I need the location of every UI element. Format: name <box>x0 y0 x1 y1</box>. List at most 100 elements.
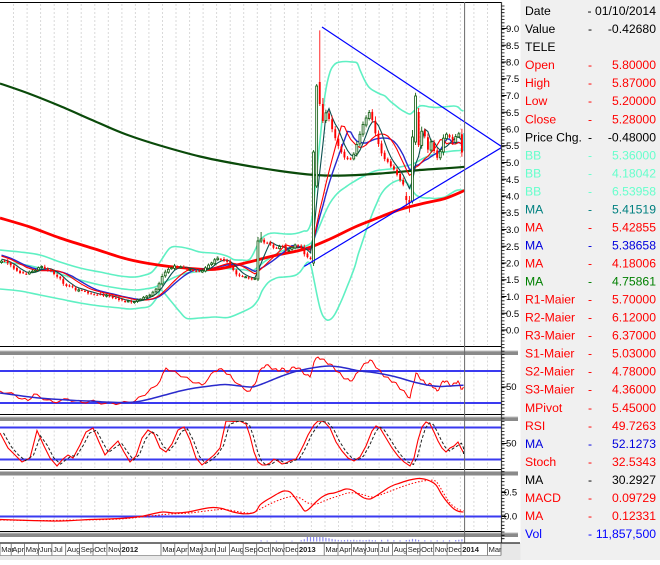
svg-text:2012: 2012 <box>122 545 139 554</box>
svg-text:-: - <box>588 455 592 469</box>
svg-text:Aug: Aug <box>67 545 80 554</box>
svg-text:Sep: Sep <box>244 545 257 554</box>
svg-text:3.0: 3.0 <box>506 225 519 236</box>
svg-text:Jun: Jun <box>203 545 215 554</box>
svg-text:-: - <box>588 311 592 325</box>
svg-text:-: - <box>588 473 592 487</box>
svg-text:-: - <box>588 184 592 198</box>
svg-text:-: - <box>588 112 592 126</box>
svg-text:4.18042: 4.18042 <box>612 166 656 180</box>
svg-text:5.28000: 5.28000 <box>612 112 656 126</box>
svg-text:MA: MA <box>525 221 544 235</box>
svg-text:-: - <box>588 202 592 216</box>
svg-text:Aug: Aug <box>231 545 244 554</box>
svg-text:4.78000: 4.78000 <box>612 365 656 379</box>
svg-text:-: - <box>588 94 592 108</box>
svg-text:-: - <box>588 239 592 253</box>
svg-text:4.5: 4.5 <box>506 175 519 186</box>
svg-text:High: High <box>525 76 550 90</box>
svg-text:Mar: Mar <box>162 545 175 554</box>
svg-text:MA: MA <box>525 437 544 451</box>
svg-text:6.12000: 6.12000 <box>612 311 656 325</box>
svg-text:5.70000: 5.70000 <box>612 293 656 307</box>
svg-text:Dec: Dec <box>448 545 462 554</box>
svg-text:3.5: 3.5 <box>506 208 519 219</box>
svg-text:R2-Maier: R2-Maier <box>525 311 575 325</box>
svg-text:May: May <box>26 545 40 554</box>
svg-text:Apr: Apr <box>12 545 24 554</box>
svg-text:7.5: 7.5 <box>506 74 519 85</box>
svg-text:S1-Maier: S1-Maier <box>525 347 574 361</box>
svg-text:-: - <box>588 275 592 289</box>
svg-text:Value: Value <box>525 22 555 36</box>
svg-text:30.2927: 30.2927 <box>612 473 656 487</box>
svg-text:-: - <box>588 491 592 505</box>
svg-text:1.5: 1.5 <box>506 275 519 286</box>
svg-text:1.0: 1.0 <box>506 292 519 303</box>
svg-text:Nov: Nov <box>108 545 122 554</box>
svg-text:Oct: Oct <box>94 545 107 554</box>
svg-text:50: 50 <box>506 382 517 393</box>
svg-text:Jul: Jul <box>380 545 390 554</box>
svg-text:Low: Low <box>525 94 548 108</box>
svg-text:-0.48000: -0.48000 <box>608 130 656 144</box>
svg-text:-: - <box>588 130 592 144</box>
svg-text:Jul: Jul <box>217 545 227 554</box>
svg-text:BB: BB <box>525 166 541 180</box>
svg-text:0.0: 0.0 <box>506 326 519 337</box>
svg-text:52.1273: 52.1273 <box>612 437 656 451</box>
svg-text:2013: 2013 <box>299 545 316 554</box>
svg-text:-0.42680: -0.42680 <box>608 22 656 36</box>
svg-text:MA: MA <box>525 275 544 289</box>
svg-text:Nov: Nov <box>435 545 449 554</box>
svg-text:0.5: 0.5 <box>504 488 517 499</box>
svg-text:Jun: Jun <box>367 545 379 554</box>
svg-text:-: - <box>588 221 592 235</box>
svg-text:May: May <box>189 545 203 554</box>
svg-text:-: - <box>588 76 592 90</box>
svg-text:5.5: 5.5 <box>506 141 519 152</box>
svg-text:5.20000: 5.20000 <box>612 94 656 108</box>
svg-text:7.0: 7.0 <box>506 91 519 102</box>
svg-text:-: - <box>588 293 592 307</box>
svg-text:-: - <box>588 148 592 162</box>
svg-text:6.53958: 6.53958 <box>612 184 656 198</box>
svg-text:-: - <box>588 58 592 72</box>
svg-text:2014: 2014 <box>462 545 480 554</box>
svg-text:Apr: Apr <box>176 545 188 554</box>
svg-text:9.0: 9.0 <box>506 24 519 35</box>
svg-text:MA: MA <box>525 473 544 487</box>
svg-text:5.42855: 5.42855 <box>612 221 656 235</box>
svg-text:-: - <box>588 365 592 379</box>
svg-text:5.80000: 5.80000 <box>612 58 656 72</box>
svg-text:2.0: 2.0 <box>506 259 519 270</box>
svg-text:-: - <box>588 419 592 433</box>
svg-text:-: - <box>588 383 592 397</box>
svg-text:5.87000: 5.87000 <box>612 76 656 90</box>
svg-text:Vol: Vol <box>525 527 542 541</box>
svg-text:- 01/10/2014: - 01/10/2014 <box>588 4 657 18</box>
svg-text:Nov: Nov <box>272 545 286 554</box>
svg-text:Apr: Apr <box>339 545 351 554</box>
svg-text:S3-Maier: S3-Maier <box>525 383 574 397</box>
svg-text:-: - <box>588 509 592 523</box>
svg-text:MA: MA <box>525 509 544 523</box>
svg-text:-: - <box>588 437 592 451</box>
svg-text:4.36000: 4.36000 <box>612 383 656 397</box>
svg-text:Jun: Jun <box>40 545 52 554</box>
svg-text:5.45000: 5.45000 <box>612 401 656 415</box>
svg-text:MPivot: MPivot <box>525 401 563 415</box>
svg-text:0.12331: 0.12331 <box>612 509 656 523</box>
svg-text:0.0: 0.0 <box>504 512 517 523</box>
svg-text:Jul: Jul <box>53 545 63 554</box>
svg-text:49.7263: 49.7263 <box>612 419 656 433</box>
svg-text:4.0: 4.0 <box>506 192 519 203</box>
svg-text:0.5: 0.5 <box>506 309 519 320</box>
svg-text:5.36000: 5.36000 <box>612 148 656 162</box>
svg-text:Date: Date <box>525 4 551 18</box>
svg-text:-: - <box>588 257 592 271</box>
svg-text:Sep: Sep <box>81 545 94 554</box>
svg-text:-: - <box>588 329 592 343</box>
svg-text:RSI: RSI <box>525 419 545 433</box>
svg-text:50: 50 <box>506 439 517 450</box>
